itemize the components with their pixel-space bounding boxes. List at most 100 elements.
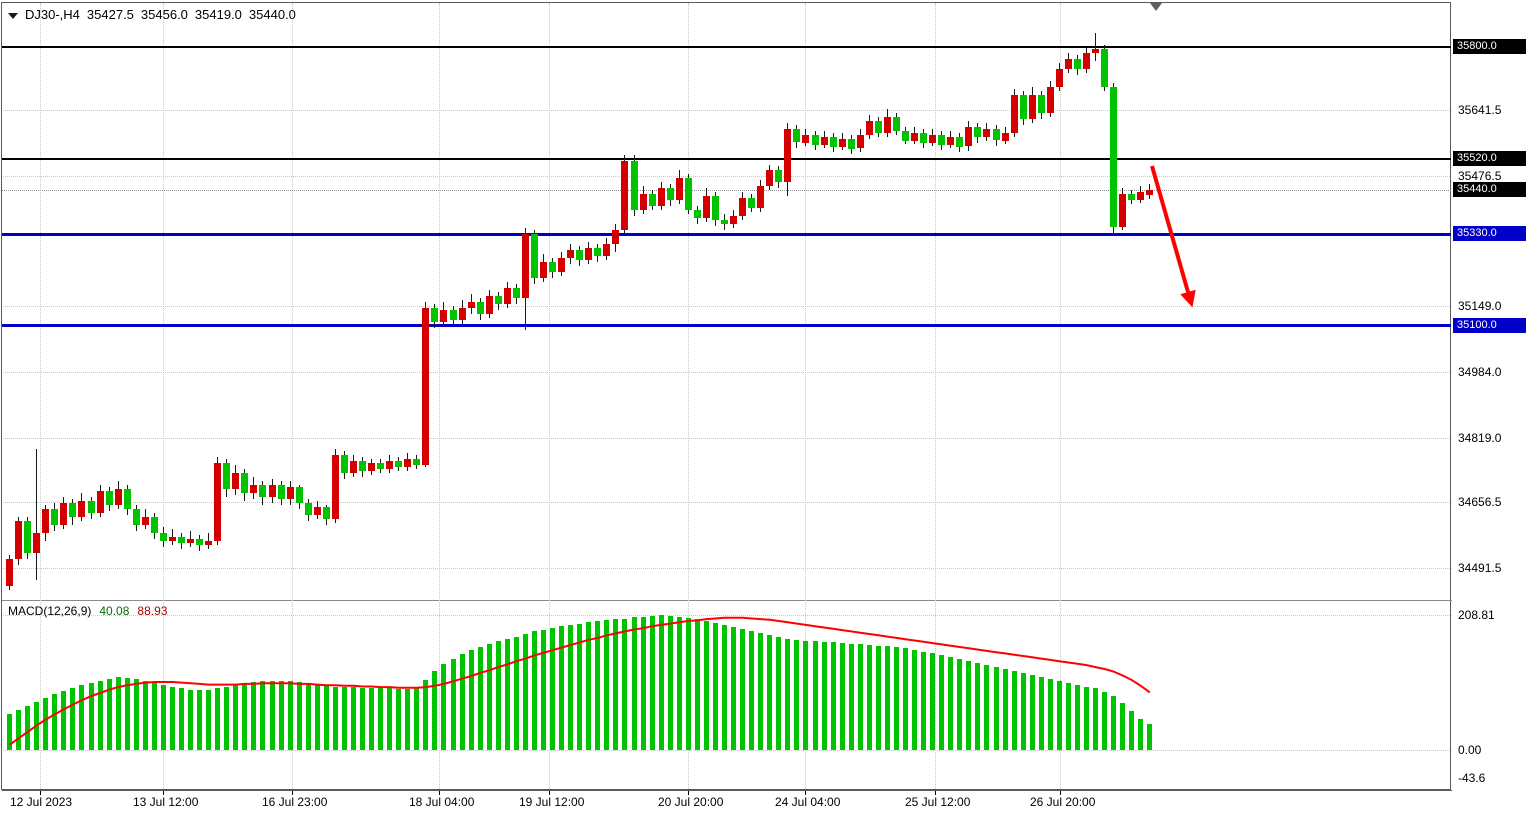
price-hline[interactable] bbox=[2, 324, 1451, 328]
candle bbox=[150, 516, 158, 533]
macd-axis-label: 208.81 bbox=[1458, 607, 1495, 622]
macd-histogram-bar bbox=[387, 688, 393, 750]
candle bbox=[1010, 94, 1018, 133]
price-hline[interactable] bbox=[2, 157, 1451, 160]
macd-histogram-bar bbox=[296, 682, 302, 750]
candle bbox=[15, 520, 23, 559]
candle bbox=[494, 295, 502, 304]
price-hline[interactable] bbox=[2, 189, 1451, 191]
price-axis-label: 34656.5 bbox=[1458, 495, 1502, 510]
price-axis-label: 34984.0 bbox=[1458, 364, 1502, 379]
macd-histogram-bar bbox=[966, 661, 972, 750]
macd-gridline bbox=[3, 750, 1450, 751]
date-tick bbox=[163, 791, 164, 795]
date-label: 13 Jul 12:00 bbox=[133, 795, 199, 809]
candle bbox=[865, 120, 873, 135]
vertical-gridline bbox=[439, 3, 440, 789]
macd-histogram-bar bbox=[830, 642, 836, 750]
main-macd-separator bbox=[2, 600, 1452, 601]
price-hline[interactable] bbox=[2, 46, 1451, 48]
candle bbox=[766, 170, 774, 187]
candle bbox=[847, 138, 855, 149]
bar-close-value: 35440.0 bbox=[248, 7, 296, 22]
macd-histogram-bar bbox=[848, 643, 854, 750]
macd-histogram-bar bbox=[405, 689, 411, 750]
candle bbox=[458, 307, 466, 320]
macd-histogram-bar bbox=[133, 679, 139, 750]
candle bbox=[449, 309, 457, 320]
macd-histogram-bar bbox=[486, 643, 492, 750]
candle bbox=[811, 134, 819, 145]
macd-histogram-bar bbox=[52, 694, 58, 750]
horizontal-gridline bbox=[3, 175, 1450, 177]
horizontal-gridline bbox=[3, 110, 1450, 112]
macd-histogram-bar bbox=[459, 654, 465, 750]
candle bbox=[530, 234, 538, 278]
candle bbox=[467, 301, 475, 308]
candle bbox=[965, 126, 973, 147]
vertical-gridline bbox=[292, 3, 293, 789]
macd-histogram-bar bbox=[1038, 676, 1044, 750]
macd-histogram-bar bbox=[396, 689, 402, 750]
candle bbox=[540, 262, 547, 278]
price-axis-tag: 35800.0 bbox=[1453, 39, 1526, 54]
candle bbox=[349, 461, 357, 473]
candle bbox=[223, 463, 231, 489]
candle bbox=[911, 132, 918, 141]
candle bbox=[205, 540, 213, 545]
candle bbox=[422, 307, 430, 466]
macd-histogram-bar bbox=[541, 629, 546, 750]
candle bbox=[187, 538, 194, 543]
macd-histogram-bar bbox=[839, 643, 845, 750]
candle bbox=[395, 461, 403, 468]
macd-histogram-bar bbox=[378, 688, 384, 750]
candle-wick bbox=[36, 449, 38, 581]
price-axis-label: 35476.5 bbox=[1458, 168, 1502, 183]
candle bbox=[377, 463, 385, 470]
macd-histogram-bar bbox=[305, 683, 311, 750]
candle bbox=[1055, 68, 1063, 87]
candle bbox=[1037, 94, 1045, 113]
candle bbox=[24, 520, 32, 553]
candle bbox=[60, 502, 68, 525]
horizontal-gridline bbox=[3, 568, 1450, 569]
candle bbox=[711, 196, 719, 221]
horizontal-gridline bbox=[3, 502, 1450, 504]
macd-histogram-bar bbox=[70, 687, 76, 750]
macd-histogram-bar bbox=[151, 683, 157, 750]
candle bbox=[521, 234, 529, 298]
vertical-gridline bbox=[1060, 3, 1061, 789]
candle bbox=[69, 502, 77, 517]
date-tick bbox=[549, 791, 550, 795]
candle bbox=[331, 455, 339, 519]
date-label: 19 Jul 12:00 bbox=[519, 795, 585, 809]
candle bbox=[920, 132, 928, 143]
symbol-dropdown-icon bbox=[8, 13, 18, 19]
macd-histogram-bar bbox=[640, 616, 646, 750]
macd-histogram-bar bbox=[287, 681, 293, 750]
candle bbox=[340, 455, 348, 473]
date-label: 20 Jul 20:00 bbox=[658, 795, 724, 809]
candle bbox=[802, 134, 810, 143]
macd-histogram-bar bbox=[332, 686, 338, 750]
bar-low-value: 35419.0 bbox=[194, 7, 242, 22]
date-tick bbox=[439, 791, 440, 795]
candle bbox=[286, 487, 294, 499]
candle bbox=[666, 188, 674, 201]
chart-shift-marker-icon[interactable] bbox=[1150, 3, 1162, 11]
macd-histogram-bar bbox=[142, 681, 148, 750]
macd-histogram-bar bbox=[369, 687, 374, 750]
macd-histogram-bar bbox=[1011, 670, 1017, 750]
candle bbox=[1019, 94, 1027, 119]
candle bbox=[693, 210, 701, 219]
macd-histogram-bar bbox=[1111, 696, 1117, 750]
macd-histogram-bar bbox=[1147, 724, 1153, 750]
macd-histogram-bar bbox=[323, 685, 329, 750]
date-label: 24 Jul 04:00 bbox=[775, 795, 841, 809]
price-hline[interactable] bbox=[2, 232, 1451, 236]
candle bbox=[1119, 194, 1127, 227]
macd-histogram-bar bbox=[160, 685, 166, 750]
candle bbox=[304, 502, 312, 515]
candle bbox=[313, 506, 321, 515]
candle bbox=[838, 138, 846, 147]
